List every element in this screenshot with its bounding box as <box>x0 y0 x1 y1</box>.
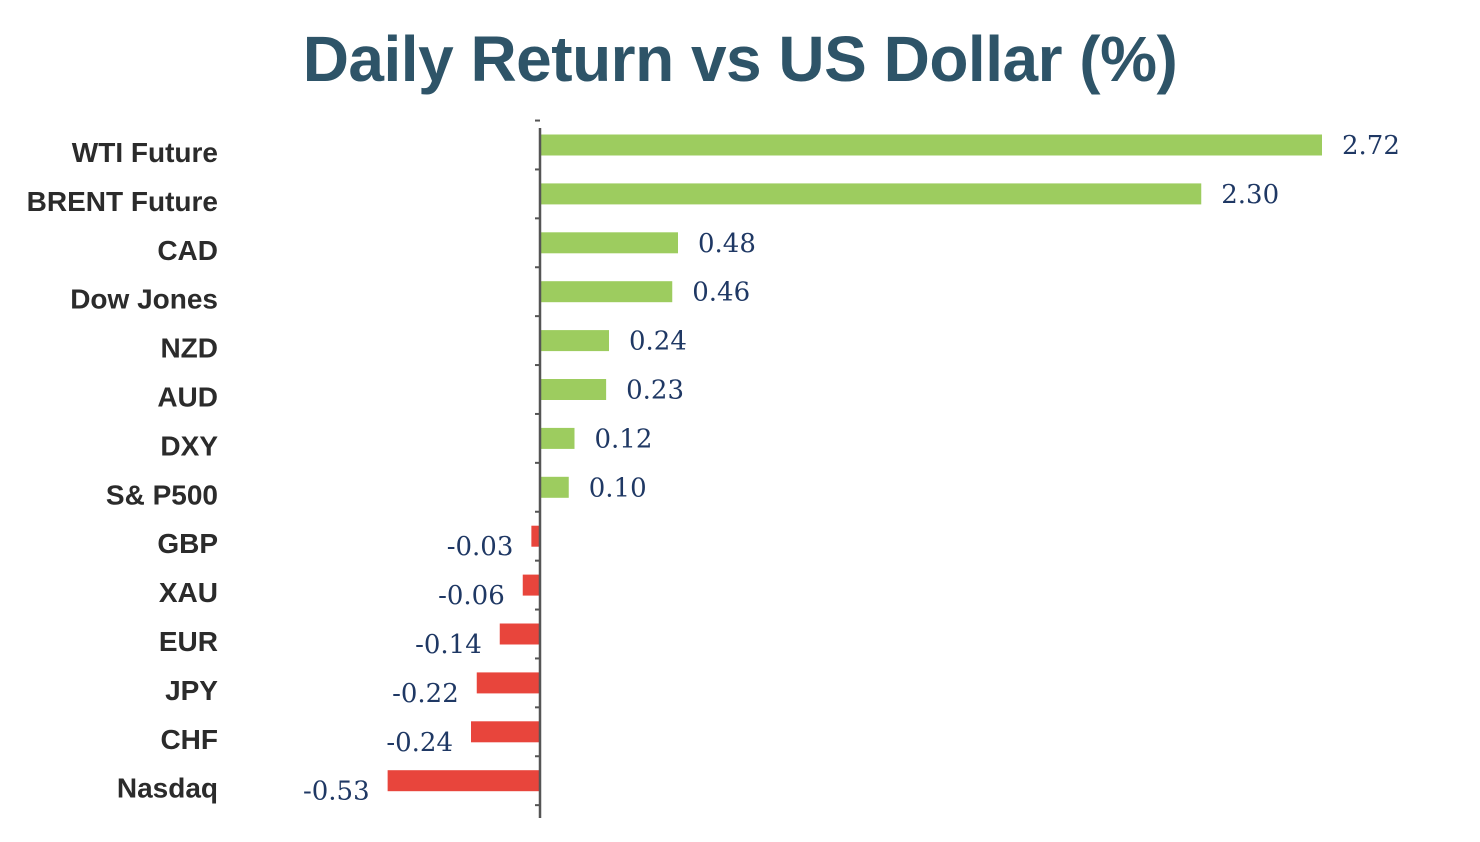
value-label-nasdaq: -0.53 <box>303 777 370 807</box>
value-label-wti-future: 2.72 <box>1342 131 1400 161</box>
bar-xau <box>522 574 540 596</box>
category-label-s-p500: S& P500 <box>106 479 218 510</box>
category-label-eur: EUR <box>159 626 218 657</box>
value-label-aud: 0.23 <box>626 376 684 406</box>
value-label-chf: -0.24 <box>386 728 453 758</box>
category-label-brent-future: BRENT Future <box>27 186 218 217</box>
category-label-nzd: NZD <box>160 333 218 364</box>
value-label-xau: -0.06 <box>438 581 505 611</box>
value-label-jpy: -0.22 <box>392 679 459 709</box>
bar-eur <box>499 623 540 645</box>
category-label-nasdaq: Nasdaq <box>117 773 218 804</box>
category-label-aud: AUD <box>157 382 218 413</box>
bar-dxy <box>540 427 575 449</box>
category-label-jpy: JPY <box>165 675 218 706</box>
category-label-cad: CAD <box>157 235 218 266</box>
value-label-nzd: 0.24 <box>629 327 687 357</box>
bar-s-p500 <box>540 476 569 498</box>
bar-cad <box>540 232 678 254</box>
category-label-gbp: GBP <box>157 528 218 559</box>
bar-nzd <box>540 330 609 352</box>
value-label-dxy: 0.12 <box>595 424 653 454</box>
category-label-dow-jones: Dow Jones <box>70 284 218 315</box>
category-labels: WTI Future BRENT Future CAD Dow Jones NZD AUD… <box>27 137 219 804</box>
y-axis <box>535 119 542 818</box>
bars <box>387 134 1322 792</box>
bar-jpy <box>476 672 540 694</box>
bar-gbp <box>531 525 540 547</box>
category-label-wti-future: WTI Future <box>72 137 218 168</box>
value-label-cad: 0.48 <box>698 229 756 259</box>
category-label-xau: XAU <box>159 577 218 608</box>
bar-dow-jones <box>540 281 673 303</box>
bar-wti-future <box>540 134 1322 156</box>
value-label-s-p500: 0.10 <box>589 473 647 503</box>
bar-chf <box>471 721 540 743</box>
chart-title: Daily Return vs US Dollar (%) <box>302 23 1178 95</box>
value-labels: 2.72 2.30 0.48 0.460.24 0.23 0.12 0.10 -0.03 -0.… <box>303 131 1400 807</box>
value-label-brent-future: 2.30 <box>1221 180 1279 210</box>
bar-nasdaq <box>387 770 540 792</box>
bar-brent-future <box>540 183 1202 205</box>
value-label-dow-jones: 0.46 <box>692 278 750 308</box>
category-label-dxy: DXY <box>160 430 218 461</box>
category-label-chf: CHF <box>160 724 218 755</box>
value-label-gbp: -0.03 <box>447 532 514 562</box>
value-label-eur: -0.14 <box>415 630 482 660</box>
bar-aud <box>540 379 607 400</box>
